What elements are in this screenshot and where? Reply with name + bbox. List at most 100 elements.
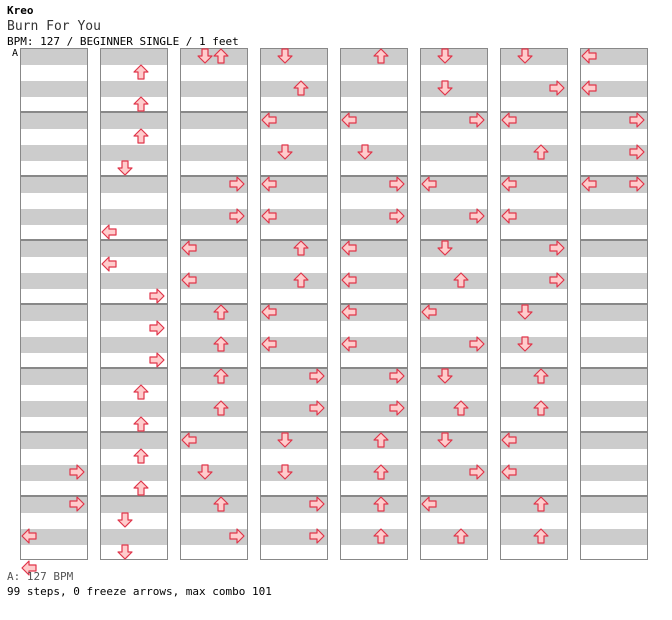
measure-block (340, 432, 408, 496)
left-arrow-icon (21, 560, 37, 576)
measure-block (20, 432, 88, 496)
left-arrow-icon (341, 272, 357, 288)
left-arrow-icon (181, 432, 197, 448)
measure-block (100, 112, 168, 176)
left-arrow-icon (261, 304, 277, 320)
chart-column (20, 48, 88, 576)
left-arrow-icon (21, 528, 37, 544)
right-arrow-icon (549, 272, 565, 288)
measure-block (20, 240, 88, 304)
left-arrow-icon (101, 256, 117, 272)
measure-block (500, 368, 568, 432)
up-arrow-icon (373, 496, 389, 512)
measure-block (420, 432, 488, 496)
up-arrow-icon (453, 400, 469, 416)
measure-block (180, 304, 248, 368)
measure-block (340, 48, 408, 112)
measure-block (100, 48, 168, 112)
down-arrow-icon (437, 48, 453, 64)
measure-block (420, 48, 488, 112)
measure-block (20, 112, 88, 176)
measure-block (100, 432, 168, 496)
left-arrow-icon (261, 208, 277, 224)
up-arrow-icon (213, 496, 229, 512)
left-arrow-icon (421, 496, 437, 512)
chart-column (180, 48, 248, 560)
up-arrow-icon (373, 432, 389, 448)
up-arrow-icon (213, 48, 229, 64)
measure-block (500, 496, 568, 560)
right-arrow-icon (149, 352, 165, 368)
right-arrow-icon (229, 528, 245, 544)
measure-block (340, 496, 408, 560)
right-arrow-icon (469, 208, 485, 224)
up-arrow-icon (133, 96, 149, 112)
up-arrow-icon (293, 240, 309, 256)
left-arrow-icon (501, 112, 517, 128)
down-arrow-icon (357, 144, 373, 160)
measure-block (180, 48, 248, 112)
left-arrow-icon (261, 336, 277, 352)
left-arrow-icon (181, 240, 197, 256)
measure-block (420, 304, 488, 368)
up-arrow-icon (373, 464, 389, 480)
measure-block (500, 48, 568, 112)
right-arrow-icon (309, 400, 325, 416)
down-arrow-icon (517, 48, 533, 64)
up-arrow-icon (453, 528, 469, 544)
up-arrow-icon (133, 64, 149, 80)
chart-column (340, 48, 408, 560)
left-arrow-icon (581, 48, 597, 64)
left-arrow-icon (261, 112, 277, 128)
down-arrow-icon (437, 432, 453, 448)
chart-column (260, 48, 328, 560)
up-arrow-icon (373, 48, 389, 64)
up-arrow-icon (453, 272, 469, 288)
measure-block (260, 496, 328, 560)
left-arrow-icon (261, 176, 277, 192)
chart-column (580, 48, 648, 560)
measure-block (20, 304, 88, 368)
right-arrow-icon (229, 176, 245, 192)
song-title: Burn For You (7, 19, 101, 34)
up-arrow-icon (213, 304, 229, 320)
right-arrow-icon (309, 528, 325, 544)
right-arrow-icon (549, 240, 565, 256)
down-arrow-icon (197, 464, 213, 480)
measure-block (580, 368, 648, 432)
measure-block (20, 176, 88, 240)
right-arrow-icon (309, 368, 325, 384)
right-arrow-icon (389, 176, 405, 192)
right-arrow-icon (309, 496, 325, 512)
left-arrow-icon (581, 176, 597, 192)
measure-block (20, 48, 88, 112)
down-arrow-icon (277, 432, 293, 448)
right-arrow-icon (149, 288, 165, 304)
measure-block (580, 432, 648, 496)
measure-block (500, 304, 568, 368)
left-arrow-icon (501, 432, 517, 448)
measure-block (20, 368, 88, 432)
left-arrow-icon (101, 224, 117, 240)
up-arrow-icon (293, 80, 309, 96)
left-arrow-icon (341, 112, 357, 128)
left-arrow-icon (421, 304, 437, 320)
left-arrow-icon (181, 272, 197, 288)
down-arrow-icon (197, 48, 213, 64)
up-arrow-icon (133, 128, 149, 144)
chart-stats: 99 steps, 0 freeze arrows, max combo 101 (7, 585, 272, 598)
up-arrow-icon (533, 528, 549, 544)
down-arrow-icon (517, 304, 533, 320)
right-arrow-icon (389, 208, 405, 224)
up-arrow-icon (533, 144, 549, 160)
down-arrow-icon (277, 464, 293, 480)
right-arrow-icon (469, 464, 485, 480)
right-arrow-icon (629, 176, 645, 192)
up-arrow-icon (133, 416, 149, 432)
down-arrow-icon (117, 544, 133, 560)
song-artist: Kreo (7, 4, 34, 17)
measure-block (100, 496, 168, 560)
down-arrow-icon (117, 512, 133, 528)
up-arrow-icon (133, 448, 149, 464)
down-arrow-icon (277, 48, 293, 64)
